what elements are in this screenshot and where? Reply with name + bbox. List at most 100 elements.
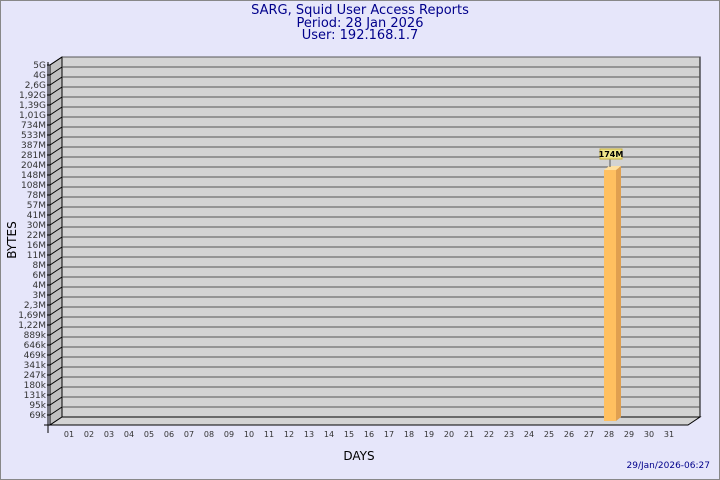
grid-diagonal xyxy=(49,296,63,306)
y-tick-label: 4M xyxy=(33,281,47,291)
x-tick-label: 28 xyxy=(604,430,614,439)
plot-floor xyxy=(48,416,702,426)
y-tick-label: 11M xyxy=(27,251,46,261)
x-tick-label: 21 xyxy=(464,430,474,439)
y-tick-label: 41M xyxy=(27,211,46,221)
y-tick-label: 2,6G xyxy=(25,81,46,91)
x-tick-label: 03 xyxy=(104,430,114,439)
grid-diagonal xyxy=(49,346,63,356)
y-tick-label: 2,3M xyxy=(24,301,46,311)
y-tick-label: 4G xyxy=(33,71,46,81)
data-label: 174M xyxy=(599,150,624,159)
y-tick-label: 108M xyxy=(21,181,46,191)
grid-diagonal xyxy=(49,336,63,346)
y-tick-label: 3M xyxy=(33,291,47,301)
x-tick-label: 09 xyxy=(224,430,234,439)
x-tick-label: 16 xyxy=(364,430,374,439)
x-tick-label: 07 xyxy=(184,430,194,439)
grid-diagonal xyxy=(49,236,63,246)
y-tick-label: 281M xyxy=(21,151,46,161)
x-axis-title: DAYS xyxy=(343,449,374,463)
y-tick-label: 341k xyxy=(24,361,47,371)
x-tick-label: 17 xyxy=(384,430,394,439)
y-tick-label: 387M xyxy=(21,141,46,151)
x-tick-label: 20 xyxy=(444,430,454,439)
y-tick-label: 148M xyxy=(21,171,46,181)
y-tick-label: 6M xyxy=(33,271,47,281)
grid-diagonal xyxy=(49,376,63,386)
grid-diagonal xyxy=(49,326,63,336)
grid-diagonal xyxy=(49,186,63,196)
y-axis-title: BYTES xyxy=(5,221,19,258)
grid-diagonal xyxy=(49,406,63,416)
y-tick-label: 1,92G xyxy=(19,91,46,101)
grid-diagonal xyxy=(49,366,63,376)
x-tick-label: 30 xyxy=(644,430,654,439)
grid-diagonal xyxy=(49,306,63,316)
grid-diagonal xyxy=(49,386,63,396)
y-tick-label: 889k xyxy=(24,331,47,341)
x-tick-label: 29 xyxy=(624,430,634,439)
grid-diagonal xyxy=(49,316,63,326)
y-tick-label: 1,39G xyxy=(19,101,46,111)
x-tick-label: 13 xyxy=(304,430,314,439)
grid-diagonal xyxy=(49,56,63,66)
grid-diagonal xyxy=(49,256,63,266)
grid-diagonal xyxy=(49,66,63,76)
x-tick-label: 18 xyxy=(404,430,414,439)
x-tick-label: 19 xyxy=(424,430,434,439)
grid-diagonal xyxy=(49,216,63,226)
grid-diagonal xyxy=(49,286,63,296)
x-tick-label: 25 xyxy=(544,430,554,439)
grid-diagonal xyxy=(49,156,63,166)
x-tick-label: 11 xyxy=(264,430,274,439)
x-tick-label: 12 xyxy=(284,430,294,439)
y-tick-label: 533M xyxy=(21,131,46,141)
bar-day-28 xyxy=(604,170,616,421)
grid-diagonal xyxy=(49,146,63,156)
x-tick-label: 02 xyxy=(84,430,94,439)
chart-user: User: 192.168.1.7 xyxy=(301,28,419,43)
grid-diagonal xyxy=(49,106,63,116)
x-tick-label: 22 xyxy=(484,430,494,439)
grid-diagonal xyxy=(49,266,63,276)
grid-diagonal xyxy=(49,126,63,136)
y-tick-label: 78M xyxy=(27,191,46,201)
x-tick-label: 23 xyxy=(504,430,514,439)
y-tick-label: 180k xyxy=(24,381,47,391)
grid-diagonal xyxy=(49,86,63,96)
x-tick-label: 05 xyxy=(144,430,154,439)
y-tick-label: 16M xyxy=(27,241,46,251)
x-tick-label: 04 xyxy=(124,430,134,439)
x-tick-label: 26 xyxy=(564,430,574,439)
grid-diagonal xyxy=(49,226,63,236)
y-tick-label: 95k xyxy=(29,401,46,411)
y-tick-label: 57M xyxy=(27,201,46,211)
bar-top-day-28 xyxy=(604,166,621,171)
chart-title: SARG, Squid User Access Reports xyxy=(251,3,469,18)
y-tick-label: 131k xyxy=(24,391,47,401)
grid-diagonal xyxy=(49,396,63,406)
y-tick-label: 1,01G xyxy=(19,111,46,121)
grid-diagonal xyxy=(49,196,63,206)
grid-diagonal xyxy=(49,136,63,146)
grid-diagonal xyxy=(49,176,63,186)
grid-diagonal xyxy=(49,276,63,286)
y-tick-label: 8M xyxy=(33,261,47,271)
bar-side-day-28 xyxy=(616,166,621,421)
grid-diagonal xyxy=(49,246,63,256)
grid-diagonal xyxy=(49,96,63,106)
x-tick-label: 31 xyxy=(664,430,674,439)
x-tick-label: 24 xyxy=(524,430,534,439)
x-tick-label: 06 xyxy=(164,430,174,439)
y-tick-label: 247k xyxy=(24,371,47,381)
generated-timestamp: 29/Jan/2026-06:27 xyxy=(626,461,710,471)
y-tick-label: 646k xyxy=(24,341,47,351)
y-tick-label: 1,69M xyxy=(18,311,46,321)
grid-diagonal xyxy=(49,206,63,216)
data-label-box xyxy=(599,148,623,160)
y-tick-label: 69k xyxy=(29,411,46,421)
grid-diagonal xyxy=(49,356,63,366)
y-tick-label: 5G xyxy=(33,61,46,71)
x-tick-label: 15 xyxy=(344,430,354,439)
